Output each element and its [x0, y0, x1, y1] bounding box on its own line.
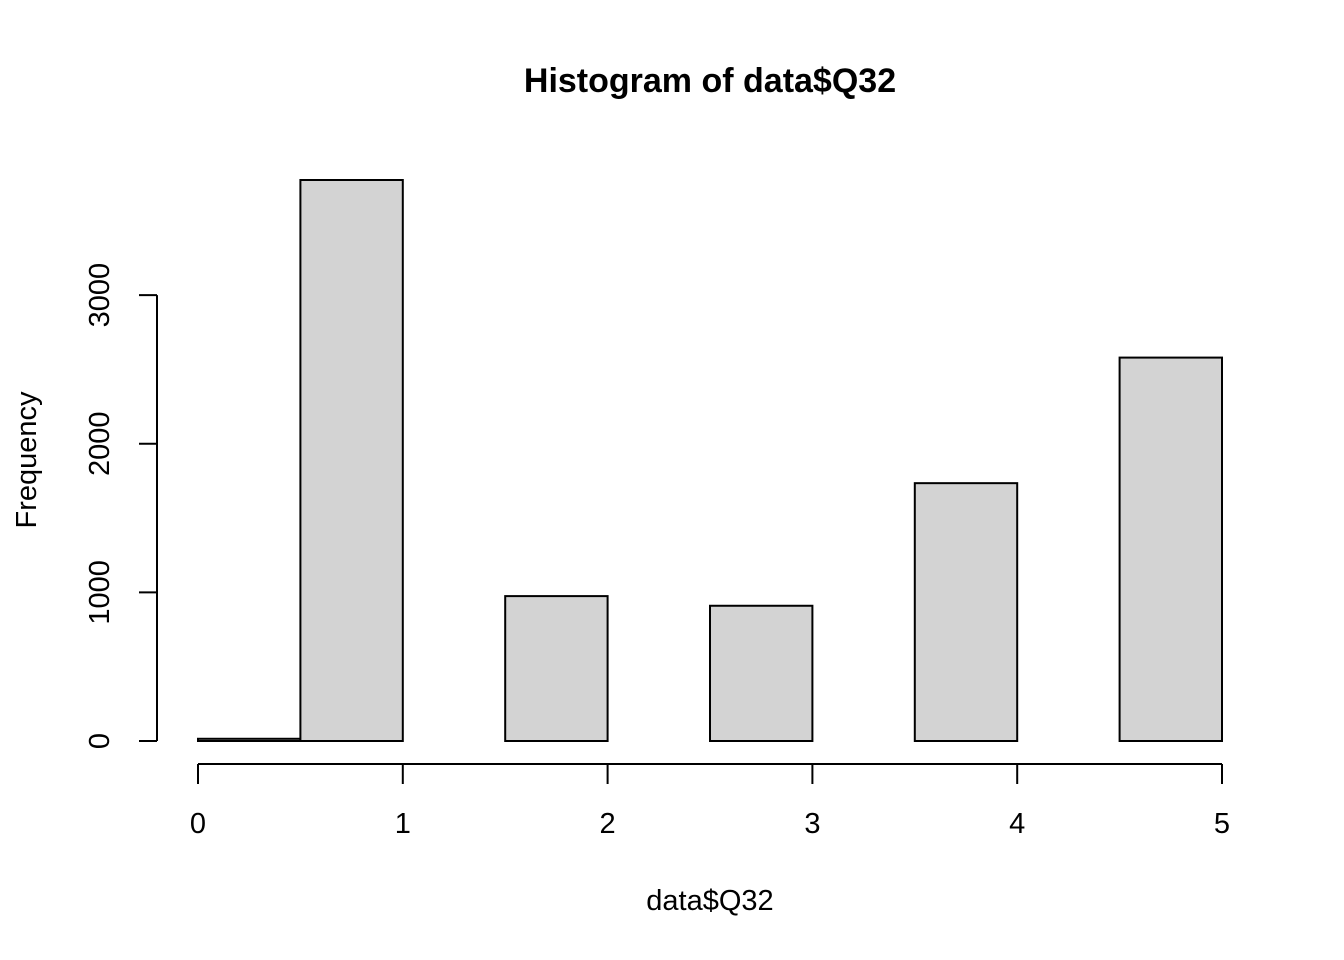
- chart-title: Histogram of data$Q32: [524, 62, 896, 100]
- y-tick-label-3: 3000: [84, 263, 116, 328]
- y-axis-ticks: 0 1000 2000 3000: [84, 263, 157, 749]
- x-tick-label-2: 2: [600, 808, 616, 840]
- histogram-bar-1: [299, 179, 404, 742]
- x-tick-label-5: 5: [1214, 808, 1230, 840]
- histogram-bar-9: [1118, 356, 1223, 742]
- x-tick-label-0: 0: [190, 808, 206, 840]
- y-tick-label-0: 0: [84, 733, 116, 749]
- x-tick-label-1: 1: [395, 808, 411, 840]
- histogram-bar-3: [504, 595, 609, 742]
- histogram-bars: [197, 179, 1223, 743]
- x-tick-label-4: 4: [1009, 808, 1025, 840]
- x-tick-label-3: 3: [804, 808, 820, 840]
- histogram-bar-5: [709, 604, 814, 742]
- y-axis-label: Frequency: [11, 391, 43, 529]
- y-tick-label-2: 2000: [84, 412, 116, 477]
- histogram-bar-0: [197, 737, 302, 743]
- x-axis-label: data$Q32: [646, 885, 773, 917]
- histogram-bar-7: [913, 482, 1019, 742]
- y-tick-label-1: 1000: [84, 560, 116, 625]
- x-axis-ticks: 0 1 2 3 4 5: [190, 764, 1230, 840]
